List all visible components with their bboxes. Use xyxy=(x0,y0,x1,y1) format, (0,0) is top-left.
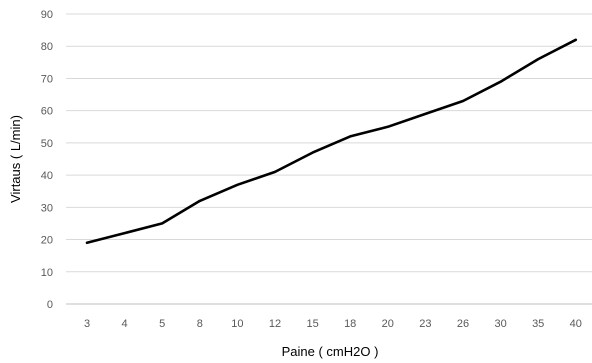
x-tick-label: 3 xyxy=(84,318,90,330)
x-tick-label: 4 xyxy=(122,318,128,330)
x-tick-label: 15 xyxy=(306,318,318,330)
x-tick-label: 26 xyxy=(457,318,469,330)
y-tick-label: 90 xyxy=(41,9,53,21)
y-tick-label: 70 xyxy=(41,73,53,85)
x-tick-label: 10 xyxy=(231,318,243,330)
x-tick-label: 18 xyxy=(344,318,356,330)
gridlines xyxy=(66,13,592,305)
y-tick-label: 80 xyxy=(41,41,53,53)
y-tick-label: 50 xyxy=(41,138,53,150)
x-tick-label: 5 xyxy=(159,318,165,330)
series-line xyxy=(85,38,578,245)
x-tick-label: 20 xyxy=(382,318,394,330)
y-tick-label: 20 xyxy=(41,235,53,247)
x-axis-ticks: 3 4 5 8 10 12 15 18 20 23 26 30 35 40 xyxy=(84,318,582,330)
y-tick-label: 0 xyxy=(47,299,53,311)
y-tick-label: 30 xyxy=(41,202,53,214)
series-layer xyxy=(85,38,578,245)
x-tick-label: 30 xyxy=(494,318,506,330)
x-tick-label: 35 xyxy=(532,318,544,330)
x-axis-title: Paine ( cmH2O ) xyxy=(282,344,379,359)
x-tick-label: 8 xyxy=(197,318,203,330)
y-tick-label: 60 xyxy=(41,106,53,118)
x-tick-label: 12 xyxy=(269,318,281,330)
y-axis-ticks: 0 10 20 30 40 50 60 70 80 90 xyxy=(41,9,53,311)
y-tick-label: 10 xyxy=(41,267,53,279)
x-tick-label: 40 xyxy=(570,318,582,330)
x-tick-label: 23 xyxy=(419,318,431,330)
y-tick-label: 40 xyxy=(41,170,53,182)
y-axis-title: Virtaus ( L/min) xyxy=(8,115,23,203)
